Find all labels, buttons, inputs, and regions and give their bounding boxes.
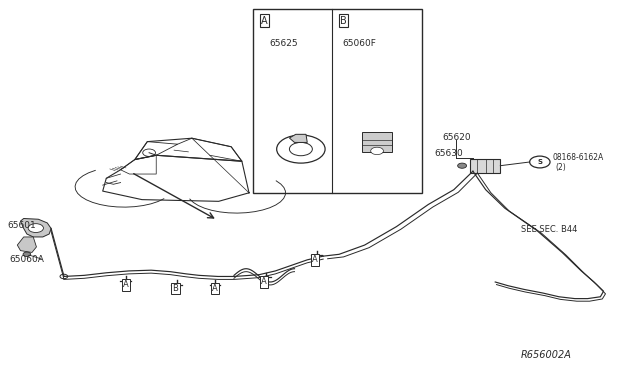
Text: SEE SEC. B44: SEE SEC. B44 bbox=[521, 225, 577, 234]
Polygon shape bbox=[289, 134, 307, 142]
Text: A: A bbox=[260, 16, 268, 26]
Text: 65620: 65620 bbox=[442, 133, 471, 142]
Circle shape bbox=[371, 147, 383, 155]
Text: A: A bbox=[123, 280, 129, 289]
Text: 65625: 65625 bbox=[269, 39, 298, 48]
Circle shape bbox=[28, 224, 44, 232]
Text: 65630: 65630 bbox=[435, 150, 463, 158]
Text: 08168-6162A: 08168-6162A bbox=[552, 153, 604, 162]
Bar bbox=[470, 159, 500, 173]
Polygon shape bbox=[20, 218, 51, 237]
Circle shape bbox=[458, 163, 467, 168]
Text: A: A bbox=[261, 278, 267, 286]
Text: B: B bbox=[172, 284, 179, 293]
Text: 65601: 65601 bbox=[8, 221, 36, 231]
Text: (2): (2) bbox=[556, 163, 566, 172]
Text: A: A bbox=[312, 255, 318, 264]
Polygon shape bbox=[17, 237, 36, 253]
Text: A: A bbox=[212, 284, 218, 293]
Circle shape bbox=[23, 252, 31, 257]
Bar bbox=[362, 132, 392, 152]
Text: S: S bbox=[538, 159, 542, 165]
Circle shape bbox=[530, 156, 550, 168]
Text: 65060F: 65060F bbox=[342, 39, 376, 48]
Text: B: B bbox=[340, 16, 347, 26]
Text: R656002A: R656002A bbox=[521, 350, 572, 360]
Bar bbox=[253, 9, 422, 193]
Text: 65060A: 65060A bbox=[9, 255, 44, 264]
